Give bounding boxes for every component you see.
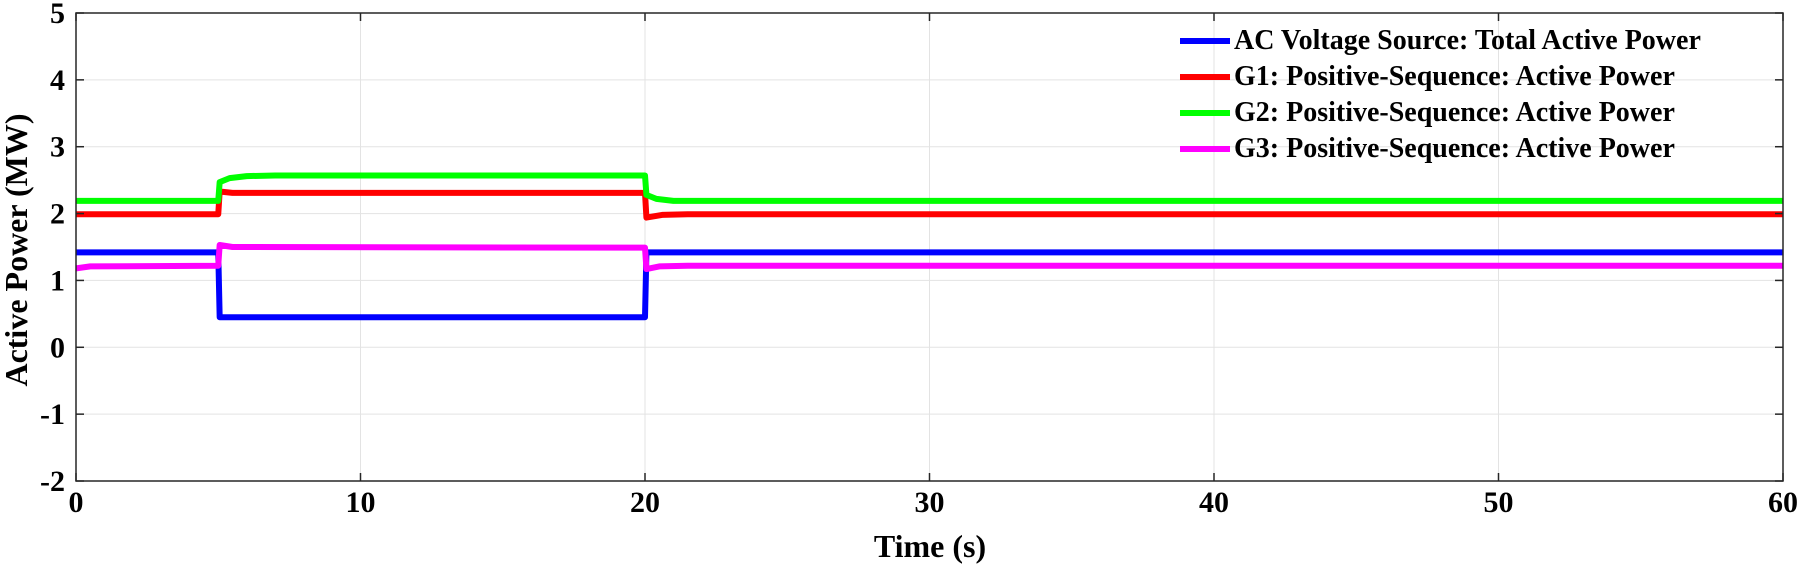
y-tick-label: -1: [40, 398, 65, 431]
y-tick-label: 5: [50, 0, 65, 30]
x-tick-label: 20: [630, 486, 660, 519]
y-tick-label: 1: [50, 264, 65, 297]
x-tick-label: 60: [1768, 486, 1798, 519]
legend-entry-3: G2: Positive-Sequence: Active Power: [1180, 97, 1675, 128]
x-tick-label: 30: [915, 486, 945, 519]
series-line-4: [75, 241, 1783, 273]
legend: AC Voltage Source: Total Active Power G1:…: [1180, 25, 1701, 164]
y-tick-label: -2: [40, 465, 65, 498]
legend-entry-1: AC Voltage Source: Total Active Power: [1180, 25, 1701, 56]
axes: [75, 12, 1784, 482]
legend-entry-2: G1: Positive-Sequence: Active Power: [1180, 61, 1675, 92]
tick-labels: 0 10 20 30 40 50 60 -2 -1 0 1 2 3 4 5: [40, 0, 1798, 519]
legend-label: AC Voltage Source: Total Active Power: [1234, 25, 1701, 56]
legend-label: G2: Positive-Sequence: Active Power: [1234, 97, 1675, 128]
y-tick-label: 3: [50, 131, 65, 164]
x-axis-label: Time (s): [874, 528, 986, 564]
x-tick-label: 50: [1484, 486, 1514, 519]
x-tick-label: 0: [69, 486, 84, 519]
series-lines: [75, 172, 1783, 321]
series-line-3: [76, 172, 1783, 204]
legend-label: G1: Positive-Sequence: Active Power: [1234, 61, 1675, 92]
legend-label: G3: Positive-Sequence: Active Power: [1234, 133, 1675, 164]
series-line-1: [76, 249, 1783, 321]
y-tick-label: 2: [50, 198, 65, 231]
legend-entry-4: G3: Positive-Sequence: Active Power: [1180, 133, 1675, 164]
x-tick-label: 40: [1199, 486, 1229, 519]
x-tick-label: 10: [346, 486, 376, 519]
y-tick-label: 0: [50, 331, 65, 364]
y-tick-label: 4: [50, 64, 65, 97]
y-axis-label: Active Power (MW): [0, 113, 34, 386]
